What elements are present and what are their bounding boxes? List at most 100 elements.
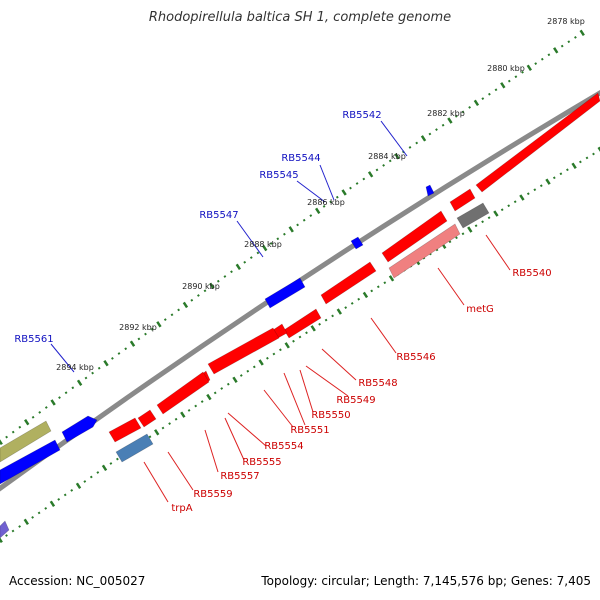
outer-tick: [223, 275, 227, 278]
inner-tick: [252, 365, 256, 369]
inner-tick: [194, 404, 198, 408]
inner-tick: [37, 511, 41, 515]
inner-tick: [49, 500, 56, 507]
outer-tick: [111, 357, 114, 360]
accession-footer: Accession: NC_005027: [9, 574, 145, 588]
label-leader-line: [50, 343, 75, 373]
inner-tick: [272, 352, 276, 356]
inner-tick: [63, 493, 67, 497]
inner-tick: [487, 216, 491, 220]
forward-gene-labels: RB5542 RB5544 RB5545 RB5547 RB5561: [14, 110, 381, 345]
outer-tick: [488, 92, 491, 96]
inner-tick: [370, 289, 374, 293]
inner-tick: [5, 534, 8, 537]
label-leader-line: [167, 451, 194, 491]
outer-tick: [468, 106, 471, 109]
gene-RB5547-feature[interactable]: [264, 277, 306, 309]
gene-rrna-left[interactable]: [0, 420, 52, 463]
outer-tick: [91, 371, 94, 375]
label-leader-line: [296, 180, 326, 203]
outer-tick: [283, 232, 286, 236]
gene-label-RB5559[interactable]: RB5559: [193, 489, 232, 500]
inner-tick: [545, 178, 551, 185]
inner-tick: [513, 200, 517, 204]
label-leader-line: [485, 234, 511, 271]
tick-label: 2892 kbp: [119, 323, 157, 332]
inner-tick: [174, 417, 178, 421]
gene-label-RB5554[interactable]: RB5554: [264, 441, 303, 452]
outer-tick: [156, 321, 162, 328]
inner-tick: [481, 220, 484, 224]
inner-tick: [526, 192, 530, 196]
outer-tick: [117, 352, 121, 355]
gene-RB5561-feature[interactable]: [61, 415, 98, 443]
gene-RB5548-feature[interactable]: [283, 308, 322, 339]
gene-label-RB5545[interactable]: RB5545: [259, 170, 298, 181]
gene-label-RB5561[interactable]: RB5561: [14, 334, 53, 345]
gene-label-RB5550[interactable]: RB5550: [311, 410, 350, 421]
outer-tick: [137, 337, 141, 341]
gene-RB5540-forward-block[interactable]: [475, 92, 600, 193]
gene-label-RB5549[interactable]: RB5549: [336, 395, 375, 406]
inner-tick: [226, 382, 230, 386]
gene-label-RB5555[interactable]: RB5555: [242, 457, 281, 468]
gene-purple-edge[interactable]: [0, 520, 10, 539]
gene-RB5550-feature[interactable]: [207, 327, 280, 375]
gene-RB5542-feature[interactable]: [449, 188, 476, 212]
inner-tick: [284, 342, 290, 349]
gene-trpA-feature[interactable]: [115, 433, 154, 463]
outer-tick: [473, 99, 480, 107]
gene-blue-long-left[interactable]: [0, 439, 61, 485]
inner-tick: [292, 339, 295, 343]
inner-tick: [266, 356, 269, 360]
outer-tick: [341, 189, 347, 196]
outer-tick: [44, 406, 48, 409]
outer-tick: [447, 117, 453, 124]
gene-label-RB5557[interactable]: RB5557: [220, 471, 259, 482]
gene-label-RB5551[interactable]: RB5551: [290, 425, 329, 436]
inner-tick: [305, 331, 308, 335]
gene-RB5546-feature[interactable]: [320, 261, 377, 305]
inner-tick: [180, 411, 186, 418]
inner-tick: [571, 162, 577, 169]
gene-arrow-small-fwd[interactable]: [425, 184, 435, 197]
outer-tick: [540, 57, 544, 61]
gene-RB5544-feature[interactable]: [381, 210, 448, 263]
gene-label-RB5547[interactable]: RB5547: [199, 210, 238, 221]
outer-tick: [382, 164, 385, 167]
inner-tick: [258, 359, 264, 366]
inner-tick: [597, 146, 600, 154]
inner-tick: [44, 507, 48, 510]
inner-tick: [57, 498, 61, 501]
outer-tick: [534, 62, 538, 65]
gene-label-RB5544[interactable]: RB5544: [281, 153, 320, 164]
inner-tick: [493, 210, 499, 217]
outer-tick: [288, 226, 294, 233]
label-leader-lines: [50, 120, 511, 503]
gene-RB5557-feature[interactable]: [108, 417, 142, 443]
inner-tick: [336, 308, 342, 315]
gene-RB5540-grey[interactable]: [456, 202, 490, 229]
gene-RB5545-feature[interactable]: [350, 236, 364, 250]
inner-tick: [206, 393, 212, 401]
gene-RB5554-feature[interactable]: [156, 371, 210, 415]
label-leader-line: [321, 348, 357, 381]
inner-tick: [23, 518, 29, 526]
gene-label-metG[interactable]: metG: [466, 304, 494, 315]
gene-RB5555-feature[interactable]: [137, 409, 157, 428]
label-leader-line: [263, 389, 294, 428]
outer-tick: [97, 366, 101, 370]
inner-tick: [362, 291, 369, 299]
outer-tick: [329, 200, 333, 204]
gene-label-RB5542[interactable]: RB5542: [342, 110, 381, 121]
gene-label-RB5546[interactable]: RB5546: [396, 352, 435, 363]
outer-tick: [262, 244, 268, 252]
outer-tick: [76, 379, 83, 386]
inner-tick: [383, 281, 387, 285]
inner-tick: [232, 376, 238, 383]
outer-tick: [235, 263, 241, 271]
gene-metG-feature[interactable]: [388, 223, 461, 279]
gene-label-RB5540[interactable]: RB5540: [512, 268, 551, 279]
gene-label-trpA[interactable]: trpA: [171, 503, 192, 514]
gene-label-RB5548[interactable]: RB5548: [358, 378, 397, 389]
